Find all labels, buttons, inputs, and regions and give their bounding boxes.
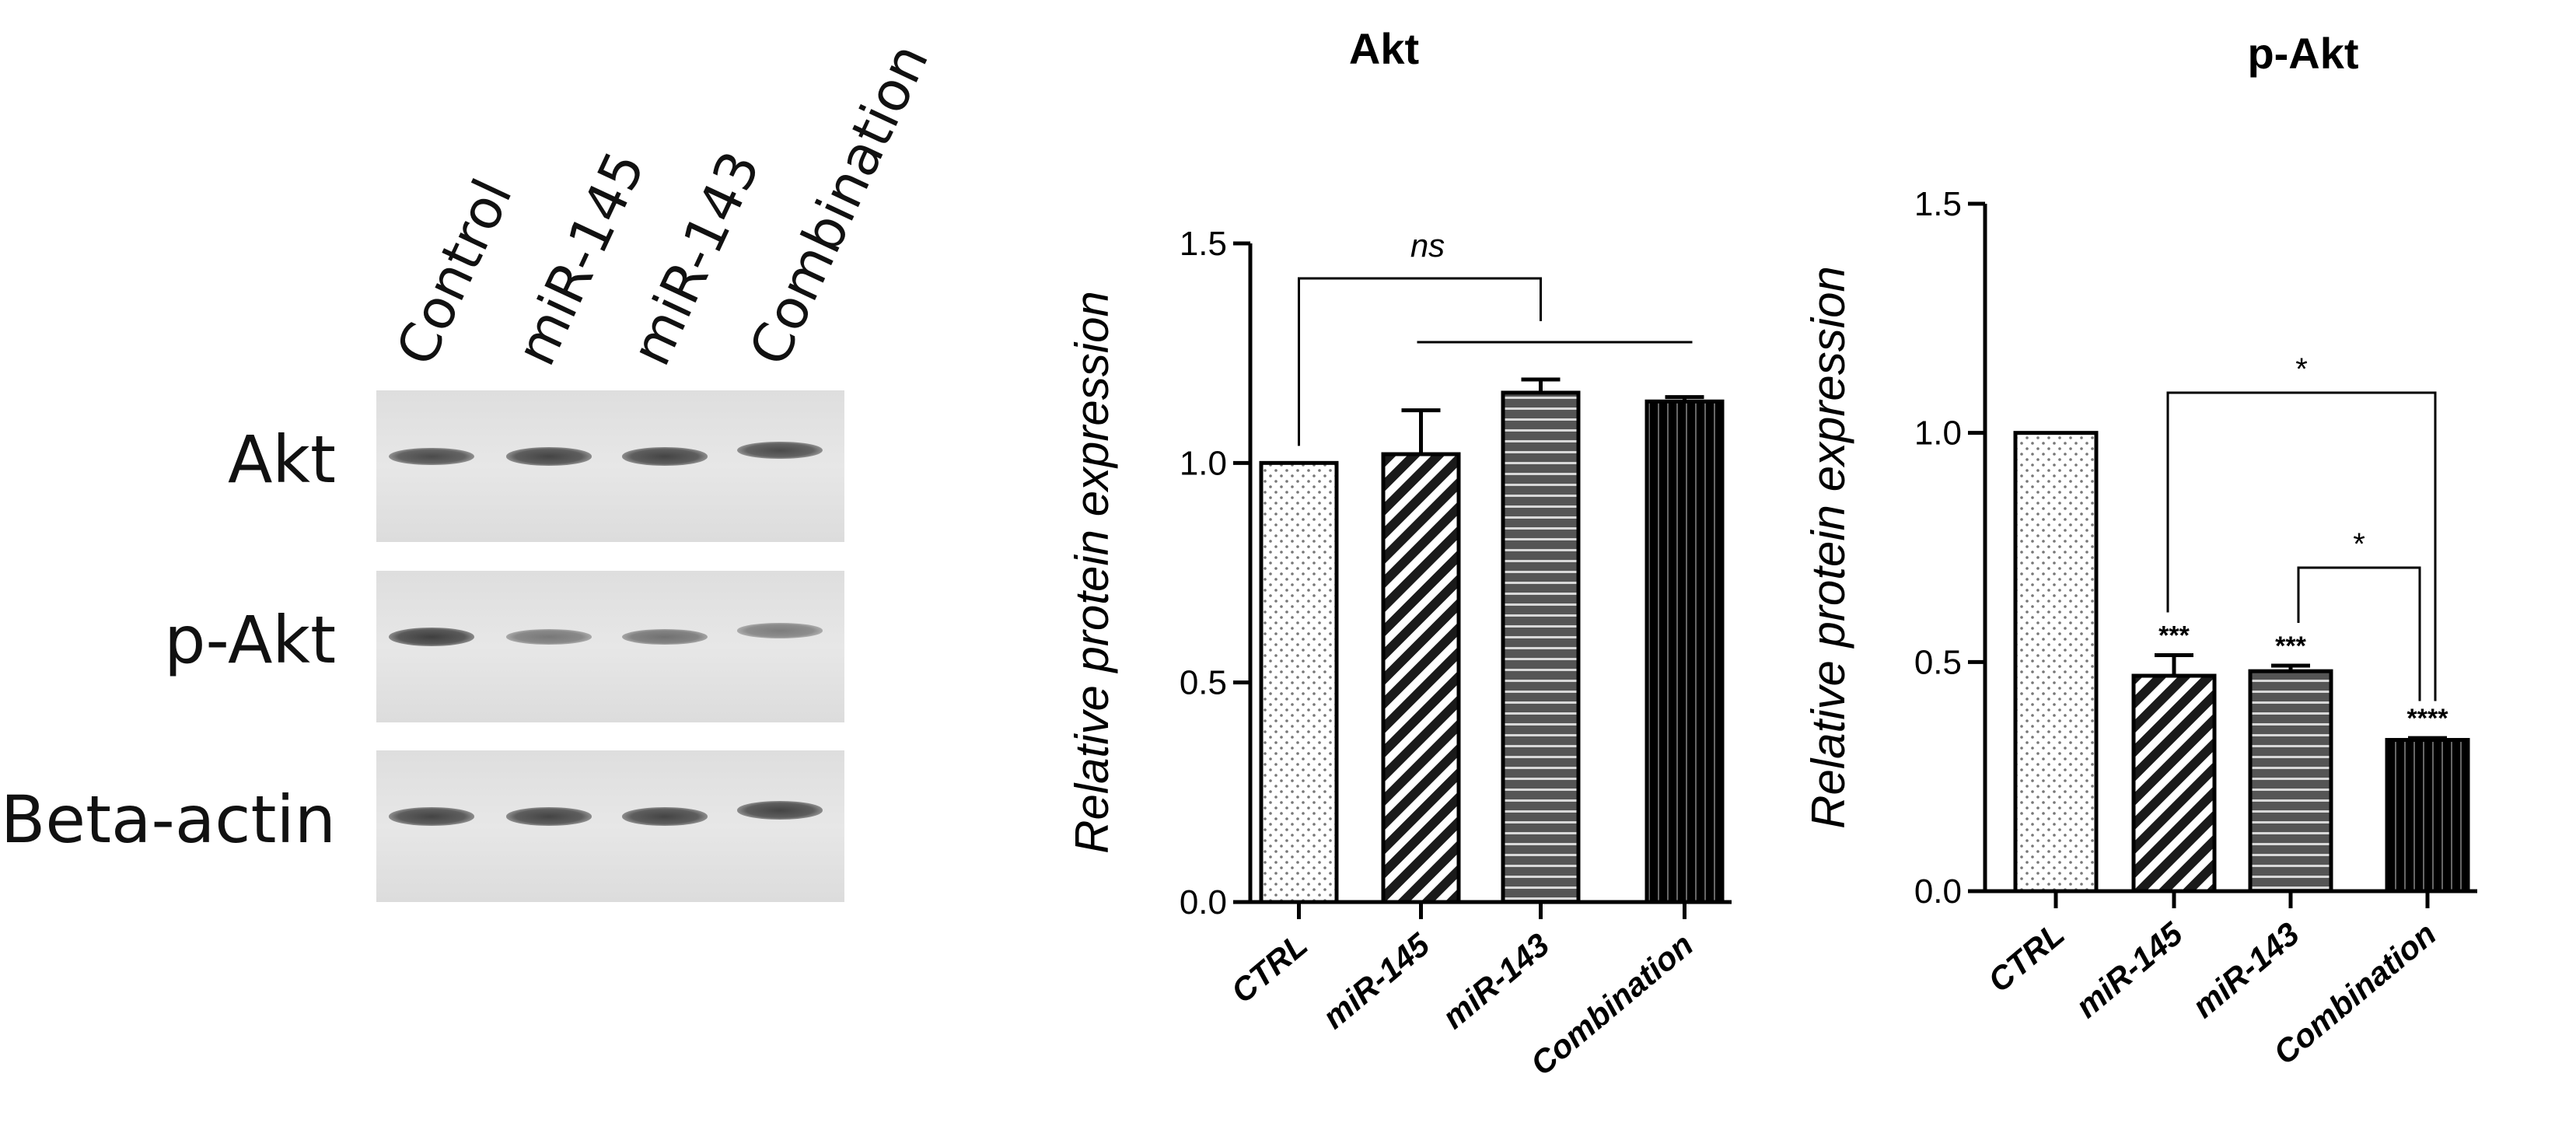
- blot-strip: [376, 750, 844, 902]
- blot-band: [506, 807, 592, 826]
- bar: [2131, 673, 2217, 893]
- significance-bracket: [2297, 566, 2421, 701]
- blot-band: [737, 623, 823, 638]
- bar: [1259, 460, 1339, 904]
- significance-mark: ***: [2275, 631, 2306, 661]
- y-tick-label: 0.0: [1180, 883, 1227, 921]
- y-tick-label: 1.5: [1914, 185, 1962, 223]
- significance-bracket: [2166, 391, 2437, 701]
- y-tick-label: 0.0: [1914, 872, 1962, 911]
- chart-title: Akt: [1349, 24, 1419, 73]
- blot-band: [389, 628, 474, 646]
- chart-title: p-Akt: [2247, 29, 2358, 78]
- significance-mark: ***: [2158, 621, 2190, 650]
- y-tick-label: 1.0: [1180, 444, 1227, 482]
- bar: [2013, 431, 2099, 893]
- y-tick-label: 0.5: [1180, 664, 1227, 702]
- x-tick-label: miR-145: [1316, 925, 1437, 1035]
- significance-mark: ****: [2407, 704, 2449, 733]
- x-tick-label: CTRL: [1981, 915, 2071, 999]
- blot-band: [389, 807, 474, 826]
- blot-row-label: Akt: [227, 421, 336, 498]
- blot-band: [389, 447, 474, 466]
- blot-band: [622, 807, 708, 826]
- x-tick-label: CTRL: [1224, 926, 1314, 1010]
- blot-band: [622, 629, 708, 645]
- blot-band: [506, 447, 592, 466]
- significance-label: *: [2353, 527, 2365, 561]
- blot-band: [737, 441, 823, 460]
- blot-band: [506, 629, 592, 645]
- x-tick-label: miR-145: [2068, 914, 2190, 1024]
- blot-strip: [376, 571, 844, 722]
- significance-label: ns: [1410, 227, 1445, 264]
- x-tick-label: miR-143: [1435, 926, 1556, 1036]
- x-tick-label: miR-143: [2185, 915, 2305, 1025]
- blot-band: [737, 801, 823, 820]
- significance-label: *: [2295, 352, 2308, 386]
- y-tick-label: 1.0: [1914, 414, 1962, 453]
- bar: [2385, 738, 2470, 893]
- bar: [2248, 669, 2333, 893]
- y-tick-label: 0.5: [1914, 643, 1962, 681]
- blot-strip: [376, 390, 844, 542]
- blot-row-label: Beta-actin: [0, 782, 336, 858]
- y-axis-label: Relative protein expression: [1802, 266, 1854, 829]
- y-tick-label: 1.5: [1180, 225, 1227, 263]
- bar: [1381, 452, 1461, 904]
- bar: [1501, 390, 1581, 904]
- blot-band: [622, 447, 708, 466]
- y-axis-label: Relative protein expression: [1066, 291, 1118, 854]
- significance-bracket: [1298, 277, 1542, 446]
- blot-row-label: p-Akt: [164, 602, 336, 678]
- bar: [1645, 399, 1725, 904]
